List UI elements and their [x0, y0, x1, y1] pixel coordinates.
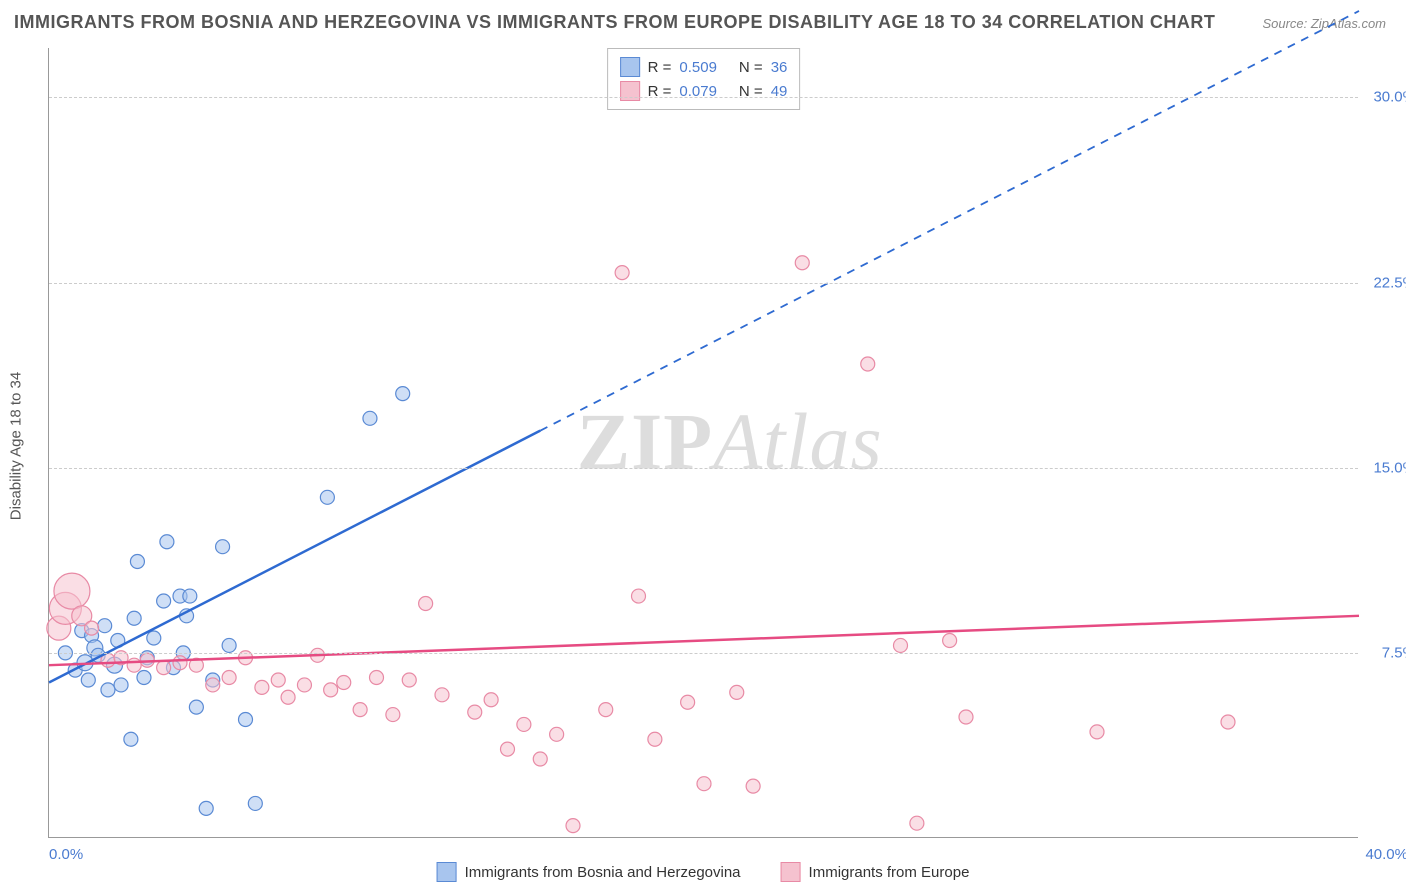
data-point	[157, 661, 171, 675]
data-point	[353, 703, 367, 717]
x-tick-label: 40.0%	[1365, 846, 1406, 863]
data-point	[746, 779, 760, 793]
y-tick-label: 15.0%	[1364, 459, 1406, 476]
data-point	[363, 411, 377, 425]
legend-swatch	[781, 862, 801, 882]
data-point	[124, 732, 138, 746]
data-point	[160, 535, 174, 549]
data-point	[173, 656, 187, 670]
legend-series-item: Immigrants from Bosnia and Herzegovina	[437, 862, 741, 882]
data-point	[222, 638, 236, 652]
data-point	[127, 658, 141, 672]
data-point	[517, 717, 531, 731]
legend-swatch	[437, 862, 457, 882]
data-point	[396, 387, 410, 401]
data-point	[255, 680, 269, 694]
y-tick-label: 7.5%	[1364, 644, 1406, 661]
legend-series-label: Immigrants from Europe	[809, 864, 970, 881]
data-point	[484, 693, 498, 707]
data-point	[101, 683, 115, 697]
data-point	[130, 555, 144, 569]
data-point	[222, 671, 236, 685]
x-tick-label: 0.0%	[49, 846, 83, 863]
legend-stats-row: R = 0.079N = 49	[620, 79, 788, 103]
legend-series-label: Immigrants from Bosnia and Herzegovina	[465, 864, 741, 881]
legend-stats: R = 0.509 N = 36 R = 0.079N = 49	[607, 48, 801, 110]
legend-r-value: 0.509	[679, 59, 717, 76]
data-point	[199, 801, 213, 815]
plot-svg	[49, 48, 1358, 837]
gridline	[49, 283, 1358, 284]
data-point	[248, 796, 262, 810]
data-point	[147, 631, 161, 645]
y-axis-title: Disability Age 18 to 34	[8, 372, 25, 520]
data-point	[468, 705, 482, 719]
data-point	[550, 727, 564, 741]
data-point	[281, 690, 295, 704]
data-point	[943, 634, 957, 648]
data-point	[894, 638, 908, 652]
data-point	[615, 266, 629, 280]
data-point	[1090, 725, 1104, 739]
legend-series-item: Immigrants from Europe	[781, 862, 970, 882]
data-point	[533, 752, 547, 766]
data-point	[681, 695, 695, 709]
trend-line	[49, 616, 1359, 665]
data-point	[599, 703, 613, 717]
data-point	[501, 742, 515, 756]
legend-stats-row: R = 0.509 N = 36	[620, 55, 788, 79]
data-point	[98, 619, 112, 633]
data-point	[730, 685, 744, 699]
data-point	[297, 678, 311, 692]
data-point	[320, 490, 334, 504]
data-point	[114, 678, 128, 692]
data-point	[370, 671, 384, 685]
source-label: Source: ZipAtlas.com	[1262, 16, 1386, 31]
data-point	[183, 589, 197, 603]
data-point	[157, 594, 171, 608]
data-point	[795, 256, 809, 270]
data-point	[81, 673, 95, 687]
data-point	[189, 700, 203, 714]
gridline	[49, 653, 1358, 654]
chart-title: IMMIGRANTS FROM BOSNIA AND HERZEGOVINA V…	[14, 12, 1215, 33]
data-point	[239, 713, 253, 727]
data-point	[402, 673, 416, 687]
data-point	[632, 589, 646, 603]
data-point	[910, 816, 924, 830]
data-point	[435, 688, 449, 702]
data-point	[861, 357, 875, 371]
data-point	[648, 732, 662, 746]
data-point	[54, 573, 90, 609]
chart-area: ZIPAtlas R = 0.509N = 36R = 0.079N = 49 …	[48, 48, 1358, 838]
gridline	[49, 468, 1358, 469]
legend-n-value: 36	[771, 59, 788, 76]
data-point	[959, 710, 973, 724]
data-point	[85, 621, 99, 635]
legend-swatch	[620, 57, 640, 77]
data-point	[271, 673, 285, 687]
data-point	[324, 683, 338, 697]
data-point	[697, 777, 711, 791]
y-tick-label: 22.5%	[1364, 274, 1406, 291]
data-point	[566, 819, 580, 833]
data-point	[137, 671, 151, 685]
data-point	[337, 675, 351, 689]
legend-series: Immigrants from Bosnia and Herzegovina Im…	[437, 862, 970, 882]
legend-n-label: N =	[739, 59, 763, 76]
data-point	[419, 596, 433, 610]
legend-r-label: R =	[648, 59, 672, 76]
data-point	[206, 678, 220, 692]
gridline	[49, 97, 1358, 98]
data-point	[386, 708, 400, 722]
y-tick-label: 30.0%	[1364, 89, 1406, 106]
data-point	[127, 611, 141, 625]
data-point	[1221, 715, 1235, 729]
data-point	[216, 540, 230, 554]
